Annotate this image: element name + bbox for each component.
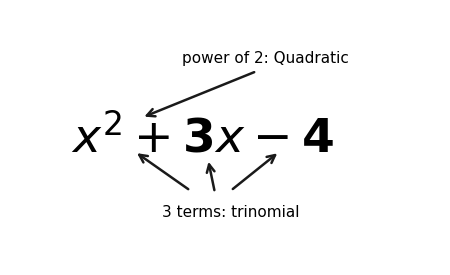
Text: 3 terms: trinomial: 3 terms: trinomial xyxy=(162,205,299,221)
Text: power of 2: Quadratic: power of 2: Quadratic xyxy=(182,51,349,66)
Text: $\mathit{x}^{2} + \mathbf{3\mathit{x}} - \mathbf{4}$: $\mathit{x}^{2} + \mathbf{3\mathit{x}} -… xyxy=(71,116,334,162)
